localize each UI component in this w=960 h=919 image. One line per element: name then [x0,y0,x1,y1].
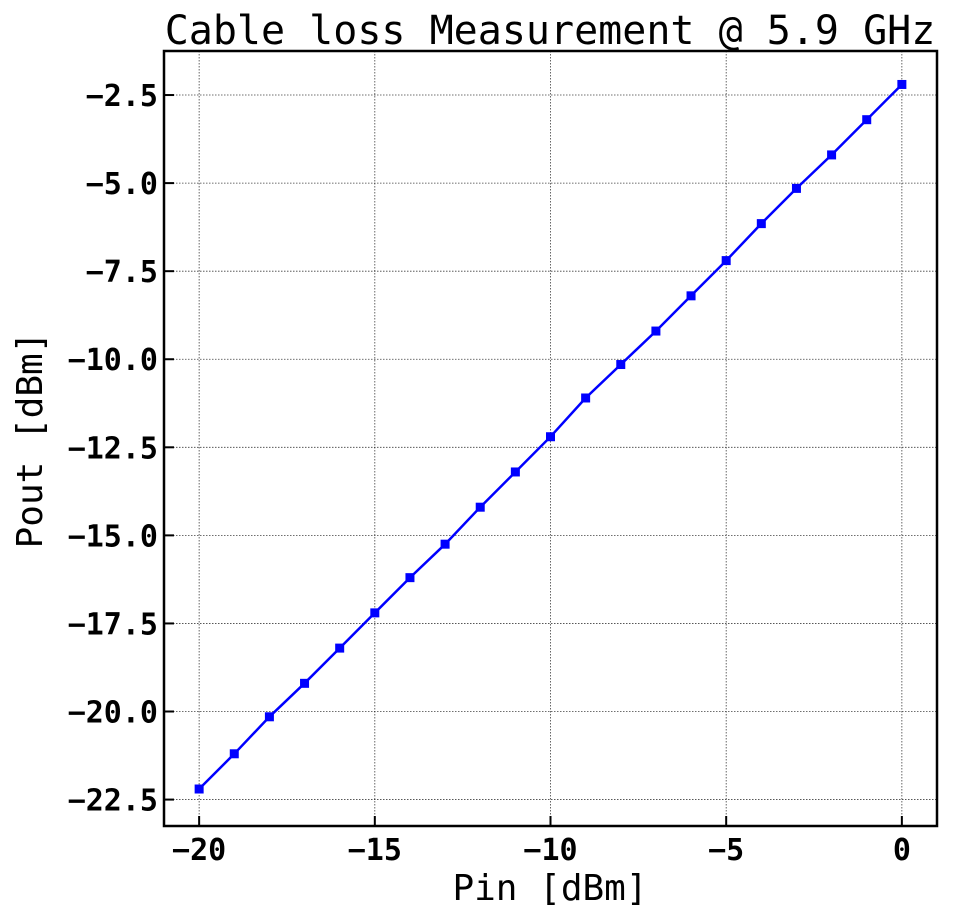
data-point-marker [897,79,907,89]
y-tick-label: −5.0 [86,167,158,202]
data-point-marker [370,608,380,618]
data-point-marker [686,291,696,301]
data-point-marker [440,539,450,549]
x-axis-label: Pin [dBm] [452,868,647,909]
chart-title: Cable loss Measurement @ 5.9 GHz [165,8,936,54]
data-point-marker [264,712,274,722]
series-layer [194,79,907,794]
data-point-marker [300,678,310,688]
data-point-marker [581,393,591,403]
y-tick-label: −22.5 [68,784,158,819]
y-tick-label: −20.0 [68,696,158,731]
y-axis-label: Pout [dBm] [10,332,51,549]
data-point-marker [827,150,837,160]
data-point-marker [405,573,415,583]
y-tick-label: −10.0 [68,343,158,378]
data-point-marker [546,432,555,442]
y-tick-label: −2.5 [86,79,158,114]
y-tick-label: −12.5 [68,431,158,466]
y-tick-label: −7.5 [86,255,158,290]
y-tick-label: −15.0 [68,519,158,554]
data-point-marker [335,643,345,653]
data-point-marker [651,326,661,336]
data-point-marker [862,115,872,125]
data-point-marker [721,256,731,266]
x-tick-label: −15 [348,833,402,868]
data-point-marker [791,183,801,193]
ticks: −20 −15 −10 −5 0 −2.5 −5.0 −7.5 −10.0 −12.5 −15.0 −… [68,79,911,868]
y-tick-label: −17.5 [68,607,158,642]
x-tick-label: −20 [172,833,226,868]
x-tick-label: 0 [893,833,911,868]
data-point-marker [194,784,204,794]
data-point-marker [229,749,239,759]
data-point-marker [510,467,520,477]
x-tick-label: −10 [523,833,577,868]
data-point-marker [756,219,766,229]
data-point-marker [616,360,626,370]
x-tick-label: −5 [708,833,744,868]
data-point-marker [475,502,485,512]
